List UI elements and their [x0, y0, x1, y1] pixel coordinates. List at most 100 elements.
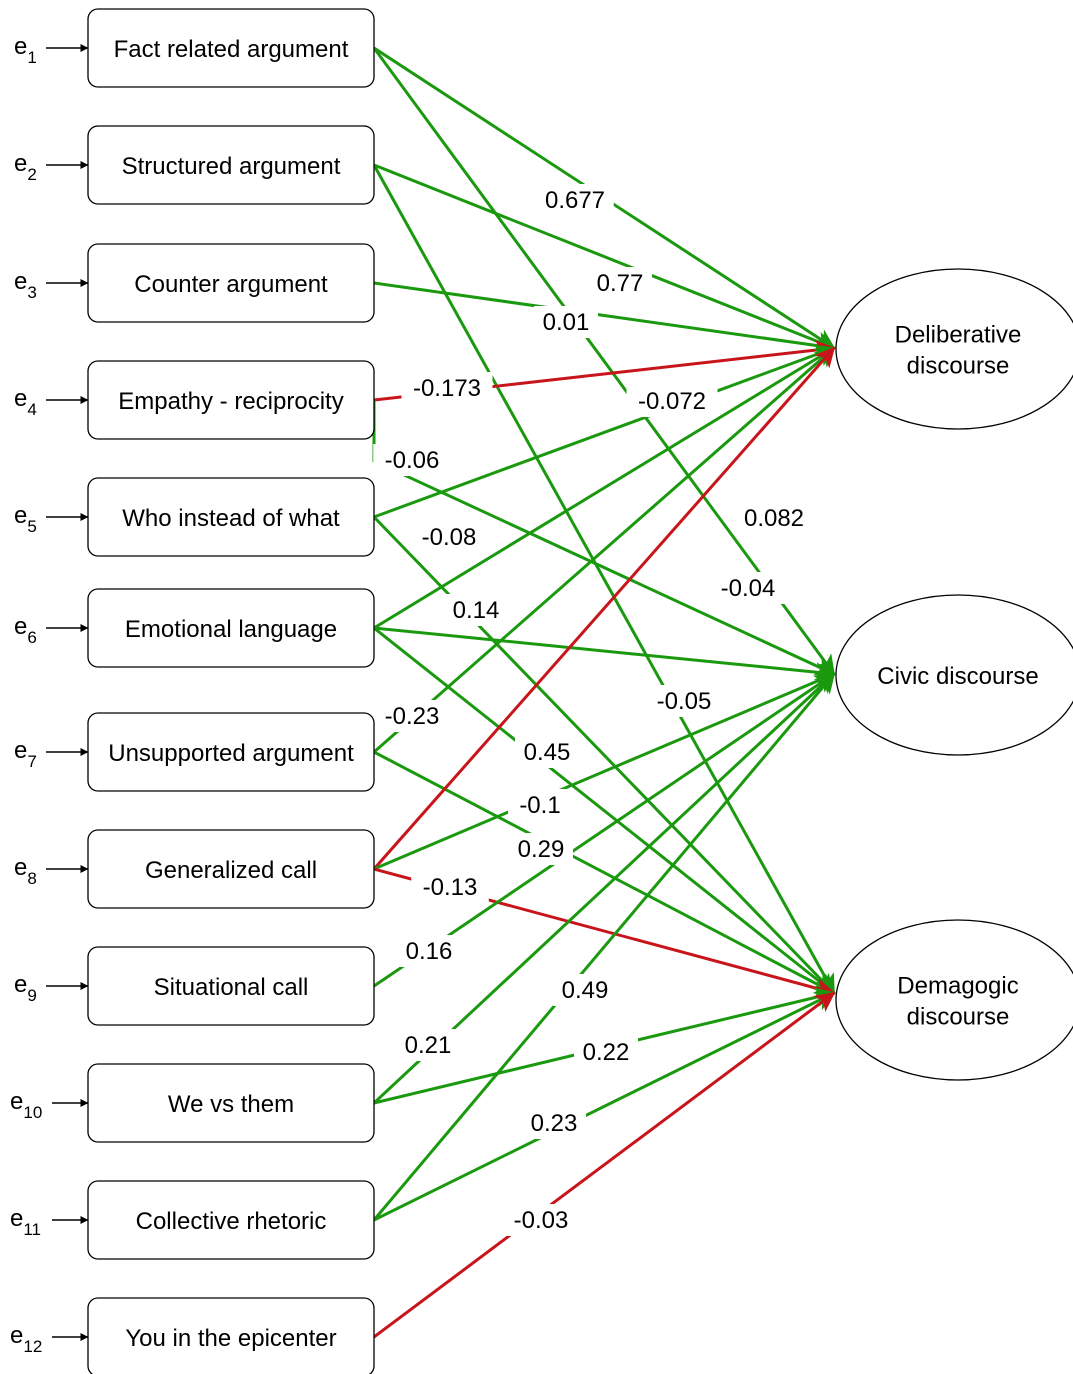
- coefficient-label-bg: [373, 700, 451, 732]
- predictor-label: Counter argument: [134, 271, 328, 298]
- error-term-6: e6: [14, 613, 89, 647]
- error-term-label: e10: [10, 1088, 42, 1122]
- coefficient-label-bg: [709, 572, 787, 604]
- path-p8-civic: [373, 671, 836, 871]
- paths-layer: [372, 46, 836, 1339]
- path-coefficient-p7-delib: -0.23: [373, 700, 451, 732]
- coefficient-label-bg: [396, 1029, 460, 1061]
- error-term-8: e8: [14, 854, 89, 888]
- coefficient-label: -0.06: [385, 447, 440, 474]
- coefficient-label: 0.16: [406, 938, 453, 965]
- path-p11-demag: [373, 991, 836, 1222]
- predictor-label: Situational call: [154, 974, 309, 1001]
- error-term-5: e5: [14, 502, 89, 536]
- path-p2-delib: [373, 163, 836, 351]
- outcome-ellipse: [835, 268, 1073, 430]
- path-coefficient-p10-civic: 0.21: [396, 1029, 460, 1061]
- path-coefficient-p4-civic: -0.06: [373, 444, 451, 476]
- path-coefficient-p11-civic: 0.49: [553, 974, 617, 1006]
- path-p9-civic: [373, 672, 836, 988]
- path-coefficient-p3-delib: 0.01: [534, 306, 598, 338]
- coefficient-label: -0.072: [638, 388, 706, 415]
- outcome-label: discourse: [907, 353, 1010, 380]
- error-term-9: e9: [14, 971, 89, 1005]
- coefficient-label: 0.21: [405, 1032, 452, 1059]
- coefficient-label-bg: [397, 935, 461, 967]
- predictor-label: Fact related argument: [114, 36, 349, 63]
- error-term-11: e11: [10, 1205, 89, 1239]
- coefficient-label: 0.22: [583, 1039, 630, 1066]
- path-p6-delib: [373, 346, 836, 630]
- path-p1-civic: [372, 47, 836, 676]
- predictor-node-p9: Situational call: [87, 946, 375, 1026]
- coefficient-label-bg: [645, 685, 723, 717]
- error-term-label: e7: [14, 737, 37, 771]
- path-coefficient-p5-delib: -0.072: [626, 385, 718, 417]
- error-term-4: e4: [14, 385, 89, 419]
- error-term-2: e2: [14, 150, 89, 184]
- predictor-node-p2: Structured argument: [87, 125, 375, 205]
- coefficient-label: -0.23: [385, 703, 440, 730]
- outcome-node-demag: Demagogic discourse: [835, 919, 1073, 1081]
- coefficient-label: -0.08: [422, 524, 477, 551]
- path-p6-civic: [373, 626, 836, 683]
- coefficient-label-bg: [515, 736, 579, 768]
- predictor-node-p6: Emotional language: [87, 588, 375, 668]
- coefficient-label-bg: [735, 502, 813, 534]
- coefficient-label: 0.14: [453, 597, 500, 624]
- outcome-label: Demagogic: [897, 973, 1018, 1000]
- path-coefficient-p12-demag: -0.03: [502, 1204, 580, 1236]
- path-coefficient-p5-demag: 0.14: [444, 594, 508, 626]
- predictor-label: Structured argument: [122, 153, 341, 180]
- path-coefficient-p1-delib: 0.677: [536, 184, 614, 216]
- coefficient-label: -0.05: [657, 688, 712, 715]
- path-coefficient-p10-demag: 0.22: [574, 1036, 638, 1068]
- coefficient-label-bg: [536, 184, 614, 216]
- coefficient-label: 0.23: [531, 1110, 578, 1137]
- coefficient-label: -0.1: [519, 792, 560, 819]
- error-term-3: e3: [14, 268, 89, 302]
- coefficient-label-bg: [553, 974, 617, 1006]
- path-coefficient-p2-delib: 0.77: [588, 267, 652, 299]
- coefficient-label: 0.29: [518, 836, 565, 863]
- path-coefficient-p4-delib: -0.173: [401, 372, 493, 404]
- predictor-label: Generalized call: [145, 857, 317, 884]
- predictor-node-p8: Generalized call: [87, 829, 375, 909]
- coefficient-label-bg: [588, 267, 652, 299]
- error-term-label: e1: [14, 33, 37, 67]
- predictor-node-p12: You in the epicenter: [87, 1297, 375, 1374]
- outcome-node-delib: Deliberative discourse: [835, 268, 1073, 430]
- error-term-1: e1: [14, 33, 89, 67]
- coefficient-label-bg: [508, 789, 572, 821]
- coefficient-label: 0.45: [524, 739, 571, 766]
- predictor-label: Who instead of what: [122, 505, 340, 532]
- predictor-node-p10: We vs them: [87, 1063, 375, 1143]
- error-term-label: e4: [14, 385, 37, 419]
- path-coefficient-p6-delib: -0.08: [410, 521, 488, 553]
- coefficient-label: 0.677: [545, 187, 605, 214]
- error-term-label: e11: [10, 1205, 41, 1239]
- error-term-label: e2: [14, 150, 37, 184]
- outcome-label: discourse: [907, 1004, 1010, 1031]
- coefficient-label: -0.173: [413, 375, 481, 402]
- predictor-label: You in the epicenter: [125, 1325, 336, 1352]
- path-coefficient-p8-civic: -0.1: [508, 789, 572, 821]
- path-coefficient-p8-delib: 0.082: [735, 502, 813, 534]
- coefficient-label: 0.082: [744, 505, 804, 532]
- error-term-10: e10: [10, 1088, 89, 1122]
- error-term-label: e5: [14, 502, 37, 536]
- error-term-label: e3: [14, 268, 37, 302]
- path-coefficient-p8-demag: -0.13: [411, 871, 489, 903]
- predictor-label: Collective rhetoric: [136, 1208, 327, 1235]
- outcome-ellipse: [835, 594, 1073, 756]
- coefficient-label-bg: [411, 871, 489, 903]
- path-coefficient-p6-demag: 0.45: [515, 736, 579, 768]
- coefficient-label-bg: [626, 385, 718, 417]
- predictor-label: Unsupported argument: [108, 740, 354, 767]
- path-p7-delib: [373, 346, 836, 754]
- predictor-node-p5: Who instead of what: [87, 477, 375, 557]
- path-p11-civic: [372, 672, 836, 1221]
- path-coefficient-p11-demag: 0.23: [522, 1107, 586, 1139]
